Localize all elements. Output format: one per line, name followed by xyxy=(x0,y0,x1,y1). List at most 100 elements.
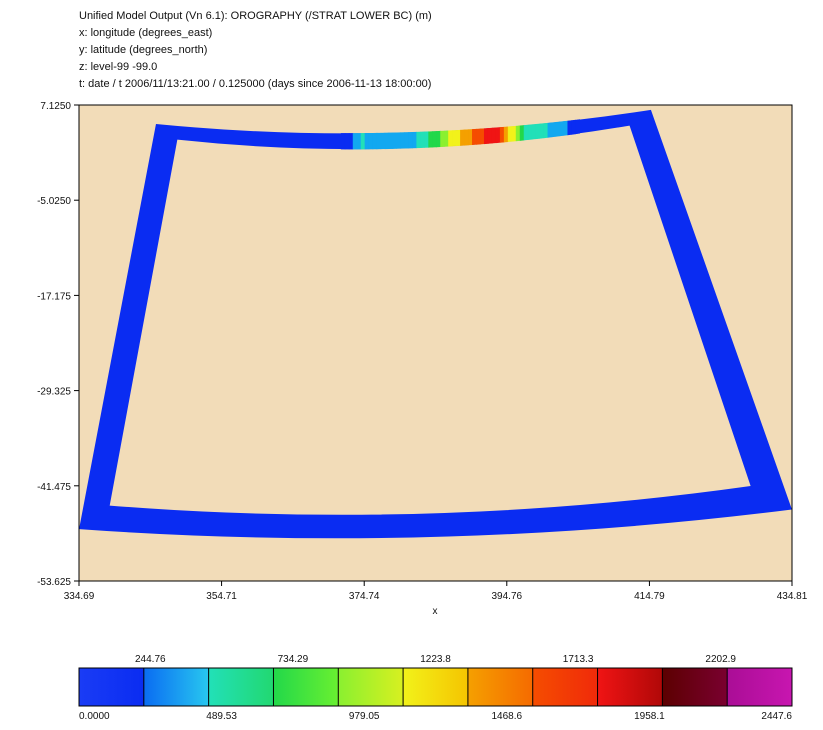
colorbar-swatch xyxy=(208,668,274,706)
orography-cell xyxy=(444,130,449,147)
orography-cell xyxy=(547,122,553,138)
colorbar-swatch xyxy=(79,668,145,706)
orography-cell xyxy=(384,132,390,150)
orography-cell xyxy=(468,129,473,146)
x-axis-description: x: longitude (degrees_east) xyxy=(79,27,213,39)
x-tick-label: 354.71 xyxy=(206,591,237,602)
x-tick-label: 394.76 xyxy=(491,591,522,602)
orography-cell xyxy=(559,121,565,137)
orography-cell xyxy=(575,119,581,135)
orography-cell xyxy=(511,125,517,142)
colorbar-level-label: 1958.1 xyxy=(634,711,665,722)
orography-cell xyxy=(483,128,489,145)
y-axis-description: y: latitude (degrees_north) xyxy=(79,44,208,56)
orography-cell xyxy=(352,133,358,150)
orography-cell xyxy=(472,128,477,146)
y-tick-label: -29.325 xyxy=(37,387,71,398)
orography-cell xyxy=(531,124,537,140)
plot-frame xyxy=(78,104,793,582)
orography-cell xyxy=(503,126,509,143)
colorbar-swatch xyxy=(467,668,534,706)
orography-cell xyxy=(376,132,382,150)
orography-cell xyxy=(404,132,410,149)
colorbar-level-label: 979.05 xyxy=(349,711,380,722)
orography-cell xyxy=(487,127,493,144)
orography-cell xyxy=(416,131,421,149)
orography-cell xyxy=(348,133,354,150)
y-tick-label: -53.625 xyxy=(37,577,71,588)
x-tick-label: 334.69 xyxy=(64,591,95,602)
boundary-strip xyxy=(79,109,792,539)
colorbar-frame xyxy=(78,667,793,707)
orography-cell xyxy=(480,128,485,145)
orography-cell xyxy=(424,131,429,148)
orography-cell xyxy=(344,133,350,150)
colorbar-level-label: 2447.6 xyxy=(761,711,792,722)
colorbar-swatch xyxy=(403,668,469,706)
y-tick-label: 7.1250 xyxy=(40,101,71,112)
colorbar-swatch xyxy=(727,668,793,706)
orography-cell xyxy=(567,120,573,136)
colorbar-level-label: 244.76 xyxy=(135,654,166,665)
z-axis-description: z: level-99 -99.0 xyxy=(79,61,158,73)
colorbar-level-label: 2202.9 xyxy=(705,654,736,665)
orography-cell xyxy=(499,126,505,143)
orography-cell xyxy=(360,133,366,150)
orography-cell xyxy=(551,122,557,138)
orography-cell xyxy=(396,132,402,149)
orography-cell xyxy=(555,121,561,137)
orography-cell xyxy=(460,129,465,146)
orography-cell xyxy=(408,132,414,149)
colorbar-level-label: 489.53 xyxy=(206,711,237,722)
orography-cell xyxy=(368,132,374,150)
x-tick-label: 414.79 xyxy=(634,591,665,602)
time-description: t: date / t 2006/11/13:21.00 / 0.125000 … xyxy=(79,78,432,90)
plot-title: Unified Model Output (Vn 6.1): OROGRAPHY… xyxy=(79,10,432,22)
orography-cell xyxy=(420,131,425,148)
orography-cell xyxy=(456,129,461,147)
orography-cell xyxy=(507,126,513,142)
orography-cell xyxy=(452,130,457,147)
orography-cell xyxy=(523,124,529,141)
y-tick-label: -41.475 xyxy=(37,482,71,493)
orography-cell xyxy=(527,124,533,140)
orography-cell xyxy=(519,125,525,141)
orography-cell xyxy=(380,132,386,150)
x-tick-label: 434.81 xyxy=(777,591,808,602)
colorbar-level-label: 0.0000 xyxy=(79,711,110,722)
orography-cell xyxy=(400,132,406,149)
orography-cell xyxy=(364,132,370,150)
orography-cell xyxy=(340,133,346,150)
orography-cell xyxy=(388,132,394,149)
orography-cell xyxy=(476,128,481,145)
orography-cell xyxy=(392,132,398,149)
x-tick-label: 374.74 xyxy=(349,591,380,602)
orography-cell xyxy=(464,129,469,146)
orography-cell xyxy=(436,130,441,148)
orography-cell xyxy=(412,131,417,149)
orography-cell xyxy=(563,120,569,136)
orography-cell xyxy=(543,122,549,139)
orography-cell xyxy=(440,130,445,148)
colorbar-swatch xyxy=(597,668,663,706)
orography-cell xyxy=(535,123,541,140)
colorbar-swatch xyxy=(662,668,728,706)
orography-cell xyxy=(356,133,362,150)
colorbar-level-label: 1223.8 xyxy=(420,654,451,665)
colorbar-swatch xyxy=(273,668,339,706)
colorbar-swatch xyxy=(143,668,210,706)
y-tick-label: -17.175 xyxy=(37,291,71,302)
colorbar-level-label: 734.29 xyxy=(278,654,309,665)
orography-cell xyxy=(372,132,378,150)
orography-cell xyxy=(539,123,545,139)
colorbar-swatch xyxy=(532,668,599,706)
orography-cell xyxy=(495,127,501,144)
orography-cell xyxy=(428,131,433,148)
x-axis-label: x xyxy=(433,606,438,617)
orography-cell xyxy=(515,125,521,142)
colorbar-swatch xyxy=(338,668,404,706)
orography-cell xyxy=(491,127,497,144)
colorbar-level-label: 1468.6 xyxy=(492,711,523,722)
y-tick-label: -5.0250 xyxy=(37,196,71,207)
